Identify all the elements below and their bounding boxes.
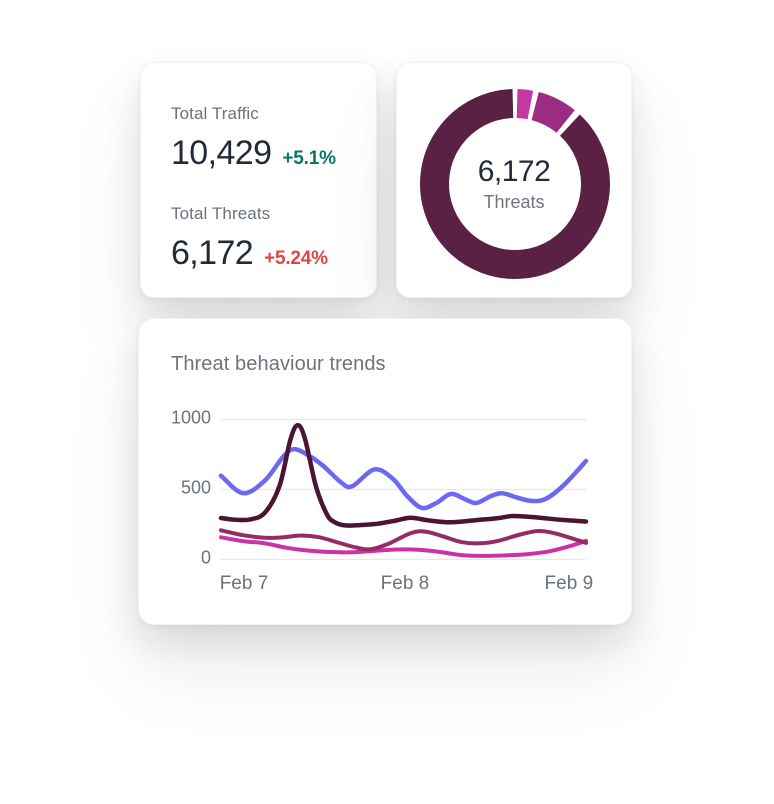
trends-title: Threat behaviour trends <box>171 353 386 375</box>
total-traffic-stat: Total Traffic 10,429 +5.1% <box>171 104 360 173</box>
x-tick-label-feb-9: Feb 9 <box>545 573 594 594</box>
series-magenta-line <box>219 535 588 558</box>
threat-trends-card: Threat behaviour trends 0 500 1000 Feb 7 Feb… <box>138 318 632 625</box>
total-threats-label: Total Threats <box>171 204 271 223</box>
series-dark-plum-line <box>218 423 589 528</box>
donut-segment-tertiary <box>516 89 534 120</box>
x-tick-label-feb-7: Feb 7 <box>220 573 269 594</box>
threat-trends-line-chart: 0 500 1000 Feb 7 Feb 8 Feb 9 <box>171 408 594 595</box>
total-threats-row: 6,172 +5.24% <box>171 233 360 273</box>
donut-segment-primary <box>420 89 610 279</box>
total-traffic-value: 10,429 <box>171 134 272 172</box>
stats-card: Total Traffic 10,429 +5.1% Total Threats… <box>140 62 377 298</box>
x-tick-label-feb-8: Feb 8 <box>381 573 430 594</box>
total-threats-stat: Total Threats 6,172 +5.24% <box>171 204 360 273</box>
y-tick-label-0: 0 <box>201 548 211 568</box>
donut-segment-secondary <box>530 92 575 134</box>
total-traffic-delta: +5.1% <box>282 148 336 169</box>
y-tick-label-500: 500 <box>181 478 211 498</box>
threats-donut-card: 6,172 Threats <box>396 62 632 298</box>
total-threats-delta: +5.24% <box>264 248 328 269</box>
series-blue-line <box>218 446 589 511</box>
total-traffic-label: Total Traffic <box>171 104 259 123</box>
total-traffic-row: 10,429 +5.1% <box>171 133 360 173</box>
y-tick-label-1000: 1000 <box>171 408 211 428</box>
series-mulberry-line <box>219 528 588 552</box>
total-threats-value: 6,172 <box>171 234 254 272</box>
threats-donut-chart <box>420 89 610 279</box>
